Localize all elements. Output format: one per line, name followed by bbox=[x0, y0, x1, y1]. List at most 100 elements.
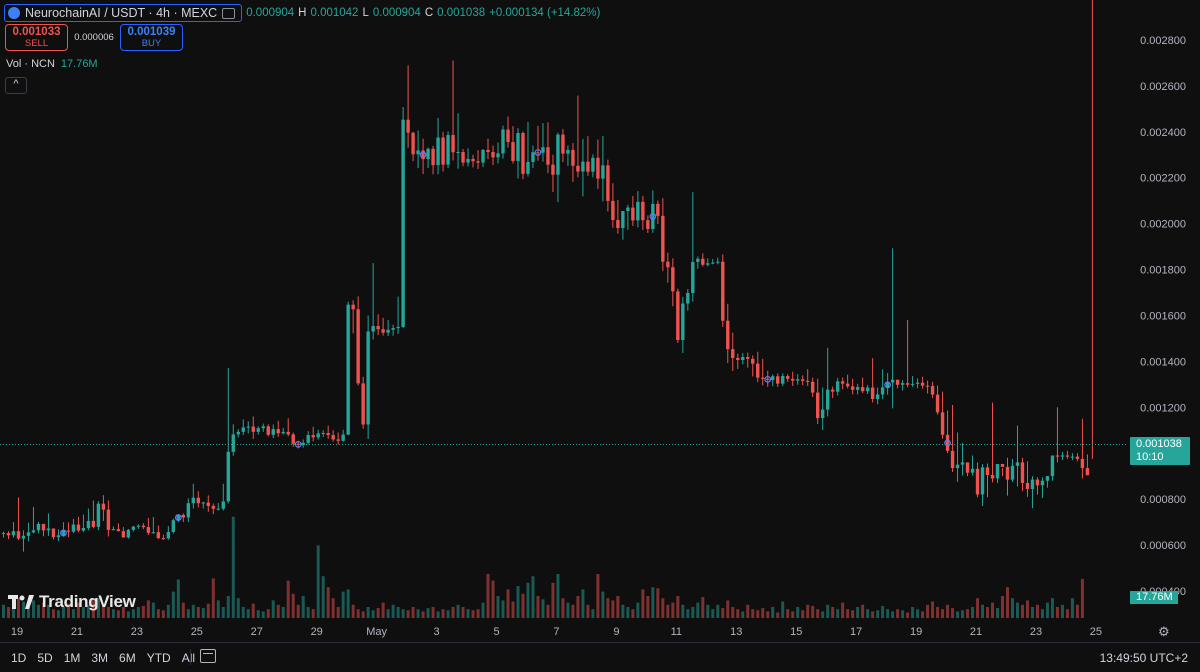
volume-bar bbox=[676, 596, 680, 618]
timeframe-button-5d[interactable]: 5D bbox=[37, 651, 53, 665]
volume-bar bbox=[206, 603, 210, 618]
volume-bar bbox=[86, 604, 90, 618]
volume-bar bbox=[276, 604, 280, 618]
volume-bar bbox=[966, 609, 970, 618]
utc-clock[interactable]: 13:49:50 UTC+2 bbox=[1099, 651, 1188, 665]
candle bbox=[276, 420, 280, 437]
volume-bar bbox=[336, 607, 340, 618]
candle-body bbox=[536, 152, 540, 154]
candle-body bbox=[980, 467, 985, 495]
symbol-selector[interactable]: NeurochainAI / USDT · 4h · MEXC bbox=[4, 4, 243, 22]
candle-body bbox=[286, 431, 290, 435]
candle bbox=[481, 149, 485, 168]
candle bbox=[31, 506, 36, 534]
price-tick-label: 0.000800 bbox=[1140, 494, 1186, 506]
volume-bar bbox=[31, 600, 35, 618]
candle-body bbox=[955, 464, 960, 469]
candle-body bbox=[31, 530, 36, 533]
candle-body bbox=[451, 135, 455, 153]
candle-body bbox=[191, 497, 196, 504]
volume-bar bbox=[861, 604, 865, 618]
candle-body bbox=[381, 329, 385, 333]
candle-body bbox=[91, 520, 96, 527]
volume-bar bbox=[116, 610, 120, 618]
candle bbox=[601, 135, 605, 202]
volume-bar bbox=[611, 600, 615, 618]
volume-bar bbox=[1040, 609, 1044, 618]
spread-value: 0.000006 bbox=[74, 32, 114, 43]
candle bbox=[786, 374, 790, 383]
visibility-icon[interactable] bbox=[222, 7, 236, 19]
candle bbox=[236, 429, 240, 438]
volume-bar bbox=[7, 607, 10, 618]
candle-body bbox=[626, 207, 630, 212]
candle-body bbox=[940, 412, 945, 435]
volume-bar bbox=[1030, 607, 1034, 618]
time-axis[interactable]: 19 21 23 25 27 29 May 3 5 7 9 11 13 15 17 19 21 23 25 bbox=[11, 626, 1102, 638]
time-tick-label: 15 bbox=[790, 626, 802, 638]
tradingview-logo[interactable]: TradingView bbox=[8, 592, 136, 612]
timeframe-button-3m[interactable]: 3M bbox=[91, 651, 109, 665]
candle bbox=[196, 491, 201, 508]
candle bbox=[1050, 455, 1055, 481]
volume-bar bbox=[631, 609, 635, 618]
timeframe-button-1d[interactable]: 1D bbox=[11, 651, 27, 665]
candle-body bbox=[1010, 465, 1015, 480]
candlestick-chart[interactable]: 0.002800 0.002600 0.002400 0.002200 0.002000… bbox=[0, 0, 1200, 642]
candle-body bbox=[845, 383, 850, 387]
settings-gear-icon[interactable]: ⚙ bbox=[1158, 624, 1170, 639]
collapse-legend-button[interactable]: ^ bbox=[5, 77, 27, 94]
candle bbox=[1035, 477, 1040, 495]
candle-body bbox=[41, 523, 46, 531]
volume-bar bbox=[1006, 587, 1009, 618]
volume-bar bbox=[396, 607, 400, 618]
candle bbox=[651, 190, 655, 233]
candle-body bbox=[301, 442, 305, 445]
candle-body bbox=[506, 129, 510, 143]
volume-bar bbox=[501, 600, 505, 618]
volume-bar bbox=[51, 609, 55, 618]
candle bbox=[71, 518, 76, 534]
candle bbox=[311, 426, 315, 442]
volume-bar bbox=[201, 608, 205, 618]
candle bbox=[286, 418, 290, 437]
timeframe-button-all[interactable]: All bbox=[181, 651, 196, 665]
candle-body bbox=[1085, 468, 1090, 476]
volume-bar bbox=[561, 598, 565, 618]
candle bbox=[466, 148, 470, 167]
candle bbox=[801, 375, 805, 386]
candle bbox=[251, 416, 255, 439]
goto-date-calendar-icon[interactable] bbox=[200, 649, 216, 663]
candle-body bbox=[261, 426, 265, 429]
candle-body bbox=[546, 147, 550, 165]
volume-bar bbox=[76, 602, 80, 618]
volume-bar bbox=[781, 601, 785, 618]
candle bbox=[141, 523, 146, 530]
candle-body bbox=[646, 220, 650, 229]
candle bbox=[301, 439, 305, 448]
volume-bar bbox=[311, 609, 315, 618]
current-price: 0.001038 bbox=[1136, 438, 1182, 450]
candle-body bbox=[885, 382, 890, 388]
candle-body bbox=[1045, 476, 1050, 481]
candle-body bbox=[466, 158, 470, 163]
candle bbox=[965, 462, 970, 477]
volume-bar bbox=[1060, 604, 1064, 618]
timeframe-button-6m[interactable]: 6M bbox=[119, 651, 136, 665]
candle bbox=[501, 125, 505, 159]
event-marker bbox=[60, 529, 67, 537]
candle-body bbox=[1060, 455, 1065, 457]
timeframe-button-ytd[interactable]: YTD bbox=[146, 651, 171, 665]
candle bbox=[865, 385, 870, 394]
buy-button[interactable]: 0.001039 BUY bbox=[120, 24, 183, 51]
sell-button[interactable]: 0.001033 SELL bbox=[5, 24, 68, 51]
volume-bar bbox=[776, 612, 780, 618]
volume-bar bbox=[811, 605, 815, 618]
price-axis[interactable]: 0.002800 0.002600 0.002400 0.002200 0.002000… bbox=[1140, 35, 1186, 598]
candle-body bbox=[935, 394, 940, 413]
candle-body bbox=[121, 531, 126, 538]
timeframe-button-1m[interactable]: 1M bbox=[63, 651, 81, 665]
volume-bar bbox=[711, 609, 715, 618]
candle bbox=[241, 419, 245, 436]
event-marker bbox=[884, 381, 892, 389]
